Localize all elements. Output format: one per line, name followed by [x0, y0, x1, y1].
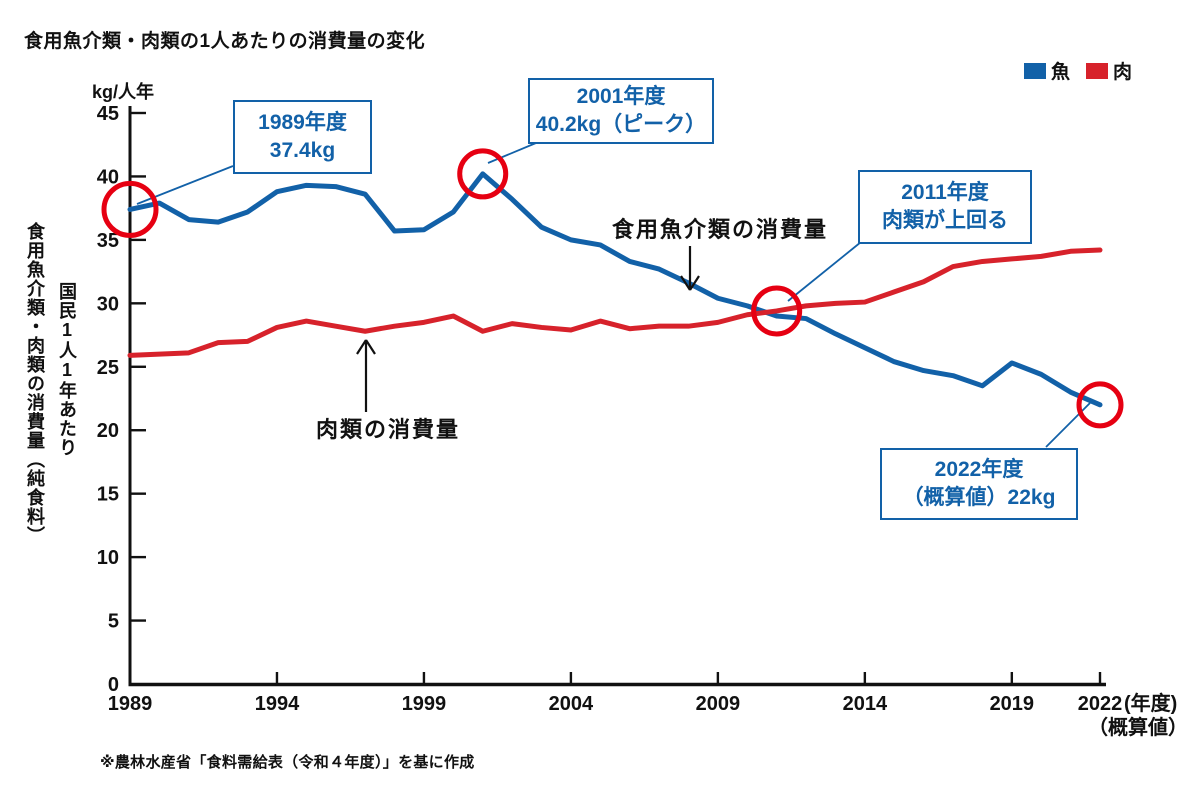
x-tick-label: 2014: [843, 693, 888, 715]
annotation-box-2022: 2022年度 （概算値）22kg: [880, 448, 1078, 520]
legend-item-meat: 肉: [1086, 57, 1132, 84]
annotation-leader-line: [1045, 402, 1091, 448]
highlight-circle-2011: [751, 285, 803, 337]
up-arrow: [356, 339, 376, 412]
y-tick-label: 45: [97, 103, 119, 125]
source-note: ※農林水産省「食料需給表（令和４年度）」を基に作成: [100, 754, 475, 771]
y-tick-label: 40: [97, 166, 119, 188]
x-tick-label: 1994: [255, 693, 300, 715]
down-arrow: [680, 246, 700, 291]
y-axis-label-inner: 国民1人1年あたり: [57, 282, 77, 457]
legend-label-fish: 魚: [1051, 62, 1071, 83]
y-tick-label: 25: [97, 357, 119, 379]
annotation-2011-line2: 肉類が上回る: [882, 209, 1008, 232]
page-title: 食用魚介類・肉類の1人あたりの消費量の変化: [24, 31, 426, 52]
legend: 魚 肉: [1024, 57, 1132, 84]
annotation-1989-line1: 1989年度: [258, 111, 347, 135]
fish-color-swatch: [1024, 62, 1046, 79]
annotation-box-1989: 1989年度 37.4kg: [233, 100, 372, 174]
fish-series-label: 食用魚介類の消費量: [611, 217, 828, 242]
x-axis-suffix: (年度): [1124, 691, 1177, 715]
x-tick-label: 2022: [1078, 693, 1123, 715]
annotation-2001-line1: 2001年度: [576, 85, 666, 109]
annotation-2001-line2: 40.2kg（ピーク）: [535, 113, 707, 136]
meat-color-swatch: [1086, 62, 1109, 79]
y-tick-label: 0: [108, 674, 119, 696]
y-axis-unit-label: kg/人年: [92, 82, 155, 102]
meat-line: [127, 247, 1103, 358]
y-tick-label: 35: [97, 230, 119, 252]
y-tick-label: 15: [97, 484, 119, 506]
highlight-circle-2001: [457, 148, 509, 200]
x-tick-label: 1999: [402, 693, 447, 715]
annotation-box-2001: 2001年度 40.2kg（ピーク）: [528, 78, 714, 144]
y-tick-label: 5: [108, 611, 119, 633]
fish-line: [127, 171, 1103, 408]
annotation-2022-line1: 2022年度: [934, 458, 1024, 482]
x-tick-label: 1989: [108, 693, 153, 715]
annotation-2011-line1: 2011年度: [901, 181, 989, 205]
x-axis-suffix-note: （概算値）: [1088, 715, 1188, 739]
annotation-2022-line2: （概算値）22kg: [902, 486, 1056, 509]
x-tick-label: 2004: [549, 693, 594, 715]
y-tick-label: 20: [97, 420, 119, 442]
y-tick-label: 30: [97, 293, 119, 315]
highlight-circle-1989: [101, 180, 159, 238]
meat-series-label: 肉類の消費量: [315, 417, 460, 442]
legend-label-meat: 肉: [1113, 62, 1133, 83]
x-tick-label: 2009: [696, 693, 741, 715]
y-axis-label-outer: 食用魚介類・肉類の消費量（純食料）: [25, 222, 45, 545]
y-tick-label: 10: [97, 547, 119, 569]
annotation-leader-line: [487, 142, 537, 164]
annotation-box-2011: 2011年度 肉類が上回る: [858, 170, 1032, 244]
annotation-leader-line: [787, 241, 862, 302]
highlight-circle-2022: [1076, 381, 1124, 429]
annotation-1989-line2: 37.4kg: [269, 139, 336, 162]
legend-item-fish: 魚: [1024, 57, 1070, 84]
x-tick-label: 2019: [990, 693, 1035, 715]
